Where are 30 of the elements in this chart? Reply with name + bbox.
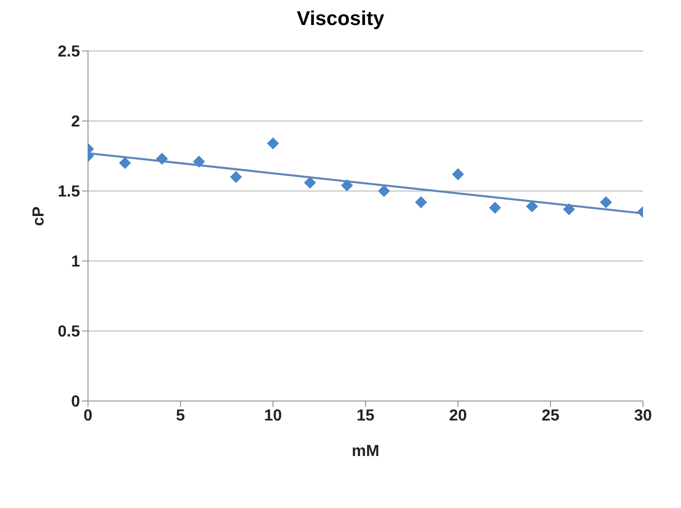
y-tick-label: 1 [71,254,80,271]
point [193,156,205,168]
point [156,152,168,165]
chart-title: Viscosity [296,8,386,31]
point [489,202,501,214]
point [452,168,464,180]
y-axis-title: cP [30,206,48,226]
y-tick-label: 2 [71,114,80,131]
x-tick-label: 25 [542,407,560,424]
point [563,203,575,216]
x-axis-title: mM [352,443,380,460]
point [526,200,538,212]
point [415,196,427,208]
point [304,176,316,189]
x-tick-label: 20 [449,407,467,424]
point [378,185,390,197]
y-tick-label: 0 [71,394,80,411]
x-tick-label: 30 [634,407,652,424]
point [267,137,279,150]
x-tick-label: 0 [84,407,93,424]
y-tick-label: 0.5 [58,324,80,341]
x-tick-label: 10 [264,407,282,424]
y-tick-label: 1.5 [58,184,80,201]
y-tick-label: 2.5 [58,44,80,61]
point [341,179,353,192]
point [600,196,612,208]
x-tick-label: 5 [176,407,186,424]
point [230,171,242,183]
x-tick-label: 15 [356,407,374,424]
point [119,157,131,169]
